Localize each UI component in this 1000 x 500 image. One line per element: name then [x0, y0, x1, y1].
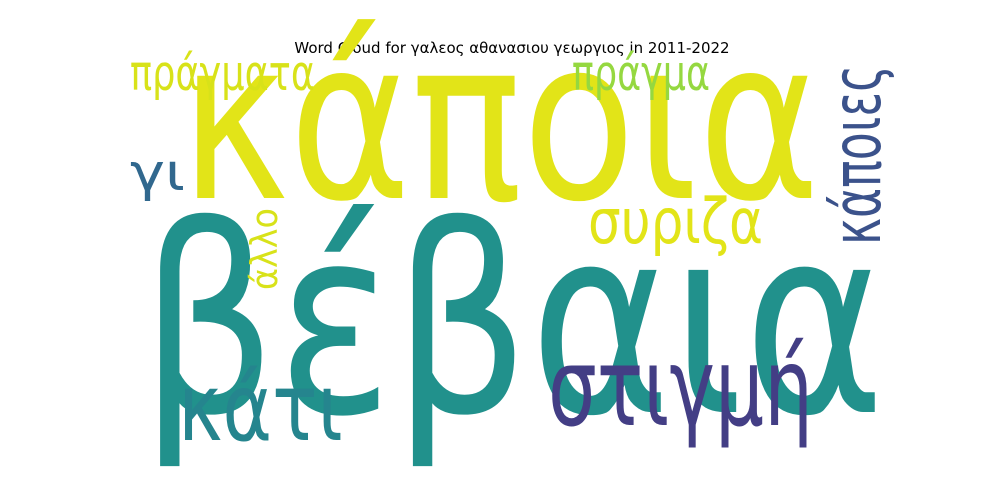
word-9: πράγμα	[572, 44, 710, 102]
word-5: κάποιες	[817, 65, 896, 245]
word-4: κάτι	[178, 354, 343, 463]
word-7: γι	[130, 143, 185, 203]
word-2: κάποια	[180, 0, 820, 251]
word-1: βέβαια	[140, 172, 885, 474]
chart-title: Word Cloud for γαλεος αθανασιου γεωργιος…	[294, 39, 729, 57]
word-10: άλλο	[243, 208, 286, 290]
word-8: πράγματα	[130, 44, 315, 102]
word-3: στιγμή	[548, 324, 813, 451]
word-6: συριζα	[588, 185, 763, 258]
